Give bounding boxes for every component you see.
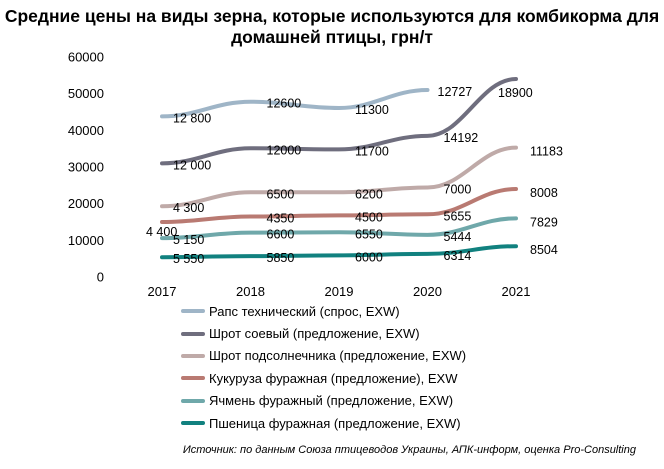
data-label: 14192: [444, 131, 479, 145]
data-label: 7829: [530, 215, 558, 229]
data-label: 11700: [355, 144, 389, 158]
series-line: [160, 244, 518, 260]
series-line: [160, 187, 518, 224]
x-tick-label: 2018: [236, 284, 265, 299]
data-label: 6000: [355, 250, 383, 264]
data-label: 8008: [530, 186, 558, 200]
data-label: 5 550: [173, 252, 204, 266]
legend-label: Шрот подсолнечника (предложение, EXW): [209, 348, 467, 364]
legend-swatch: [181, 331, 205, 336]
line-chart: 0 10000 20000 30000 40000 50000 60000 2017 2018 2…: [68, 50, 563, 300]
y-tick-label: 60000: [68, 50, 104, 65]
data-label: 12727: [438, 85, 473, 99]
chart-title: Средние цены на виды зерна, которые испо…: [4, 6, 660, 47]
data-label: 4 300: [173, 201, 204, 215]
legend-item: Пшеница фуражная (предложение, EXW): [181, 412, 601, 434]
data-label: 6200: [355, 187, 383, 201]
legend-label: Ячмень фуражный (предложение, EXW): [209, 393, 454, 409]
legend-item: Кукуруза фуражная (предложение), EXW: [181, 367, 601, 389]
source-note: Источник: по данным Союза птицеводов Укр…: [182, 444, 636, 456]
data-label: 11300: [355, 103, 389, 117]
data-label: 6600: [267, 228, 295, 242]
legend-item: Шрот соевый (предложение, EXW): [181, 322, 601, 344]
legend-item: Рапс технический (спрос, EXW): [181, 300, 601, 322]
legend-swatch: [181, 353, 205, 358]
data-label: 4 400: [146, 225, 177, 239]
data-label: 6500: [267, 187, 295, 201]
legend-swatch: [181, 398, 205, 403]
legend-label: Пшеница фуражная (предложение, EXW): [209, 415, 461, 431]
data-label: 6550: [355, 227, 383, 241]
data-label: 12000: [267, 143, 302, 157]
data-label: 12600: [267, 97, 302, 111]
x-tick-label: 2019: [325, 284, 354, 299]
y-tick-label: 30000: [68, 160, 104, 175]
legend-label: Кукуруза фуражная (предложение), EXW: [209, 370, 458, 386]
series-line: [160, 88, 430, 119]
legend-item: Шрот подсолнечника (предложение, EXW): [181, 345, 601, 367]
data-label: 5 150: [173, 233, 204, 247]
series-line: [160, 216, 518, 241]
legend-label: Шрот соевый (предложение, EXW): [209, 326, 420, 342]
legend-label: Рапс технический (спрос, EXW): [209, 303, 400, 319]
data-label: 11183: [530, 145, 563, 159]
series-line: [160, 145, 518, 209]
y-tick-label: 50000: [68, 86, 104, 101]
legend-item: Ячмень фуражный (предложение, EXW): [181, 390, 601, 412]
chart-legend: Рапс технический (спрос, EXW) Шрот соевый…: [181, 300, 601, 434]
y-tick-label: 0: [97, 270, 104, 285]
data-label: 12 800: [173, 111, 211, 125]
data-label: 5655: [444, 209, 472, 223]
y-tick-label: 20000: [68, 196, 104, 211]
data-label: 6314: [444, 249, 472, 263]
x-tick-label: 2020: [413, 284, 442, 299]
data-label: 7000: [444, 183, 472, 197]
data-label: 5850: [267, 251, 295, 265]
data-label: 12 000: [173, 158, 211, 172]
x-tick-label: 2017: [148, 284, 177, 299]
y-tick-label: 10000: [68, 233, 104, 248]
data-label: 5444: [444, 230, 472, 244]
data-label: 18900: [498, 86, 533, 100]
series-line: [160, 77, 518, 166]
y-tick-label: 40000: [68, 123, 104, 138]
data-label: 8504: [530, 243, 558, 257]
x-tick-label: 2021: [502, 284, 531, 299]
data-label: 4500: [355, 210, 383, 224]
legend-swatch: [181, 309, 205, 314]
legend-swatch: [181, 376, 205, 381]
legend-swatch: [181, 421, 205, 426]
data-label: 4350: [267, 212, 295, 226]
